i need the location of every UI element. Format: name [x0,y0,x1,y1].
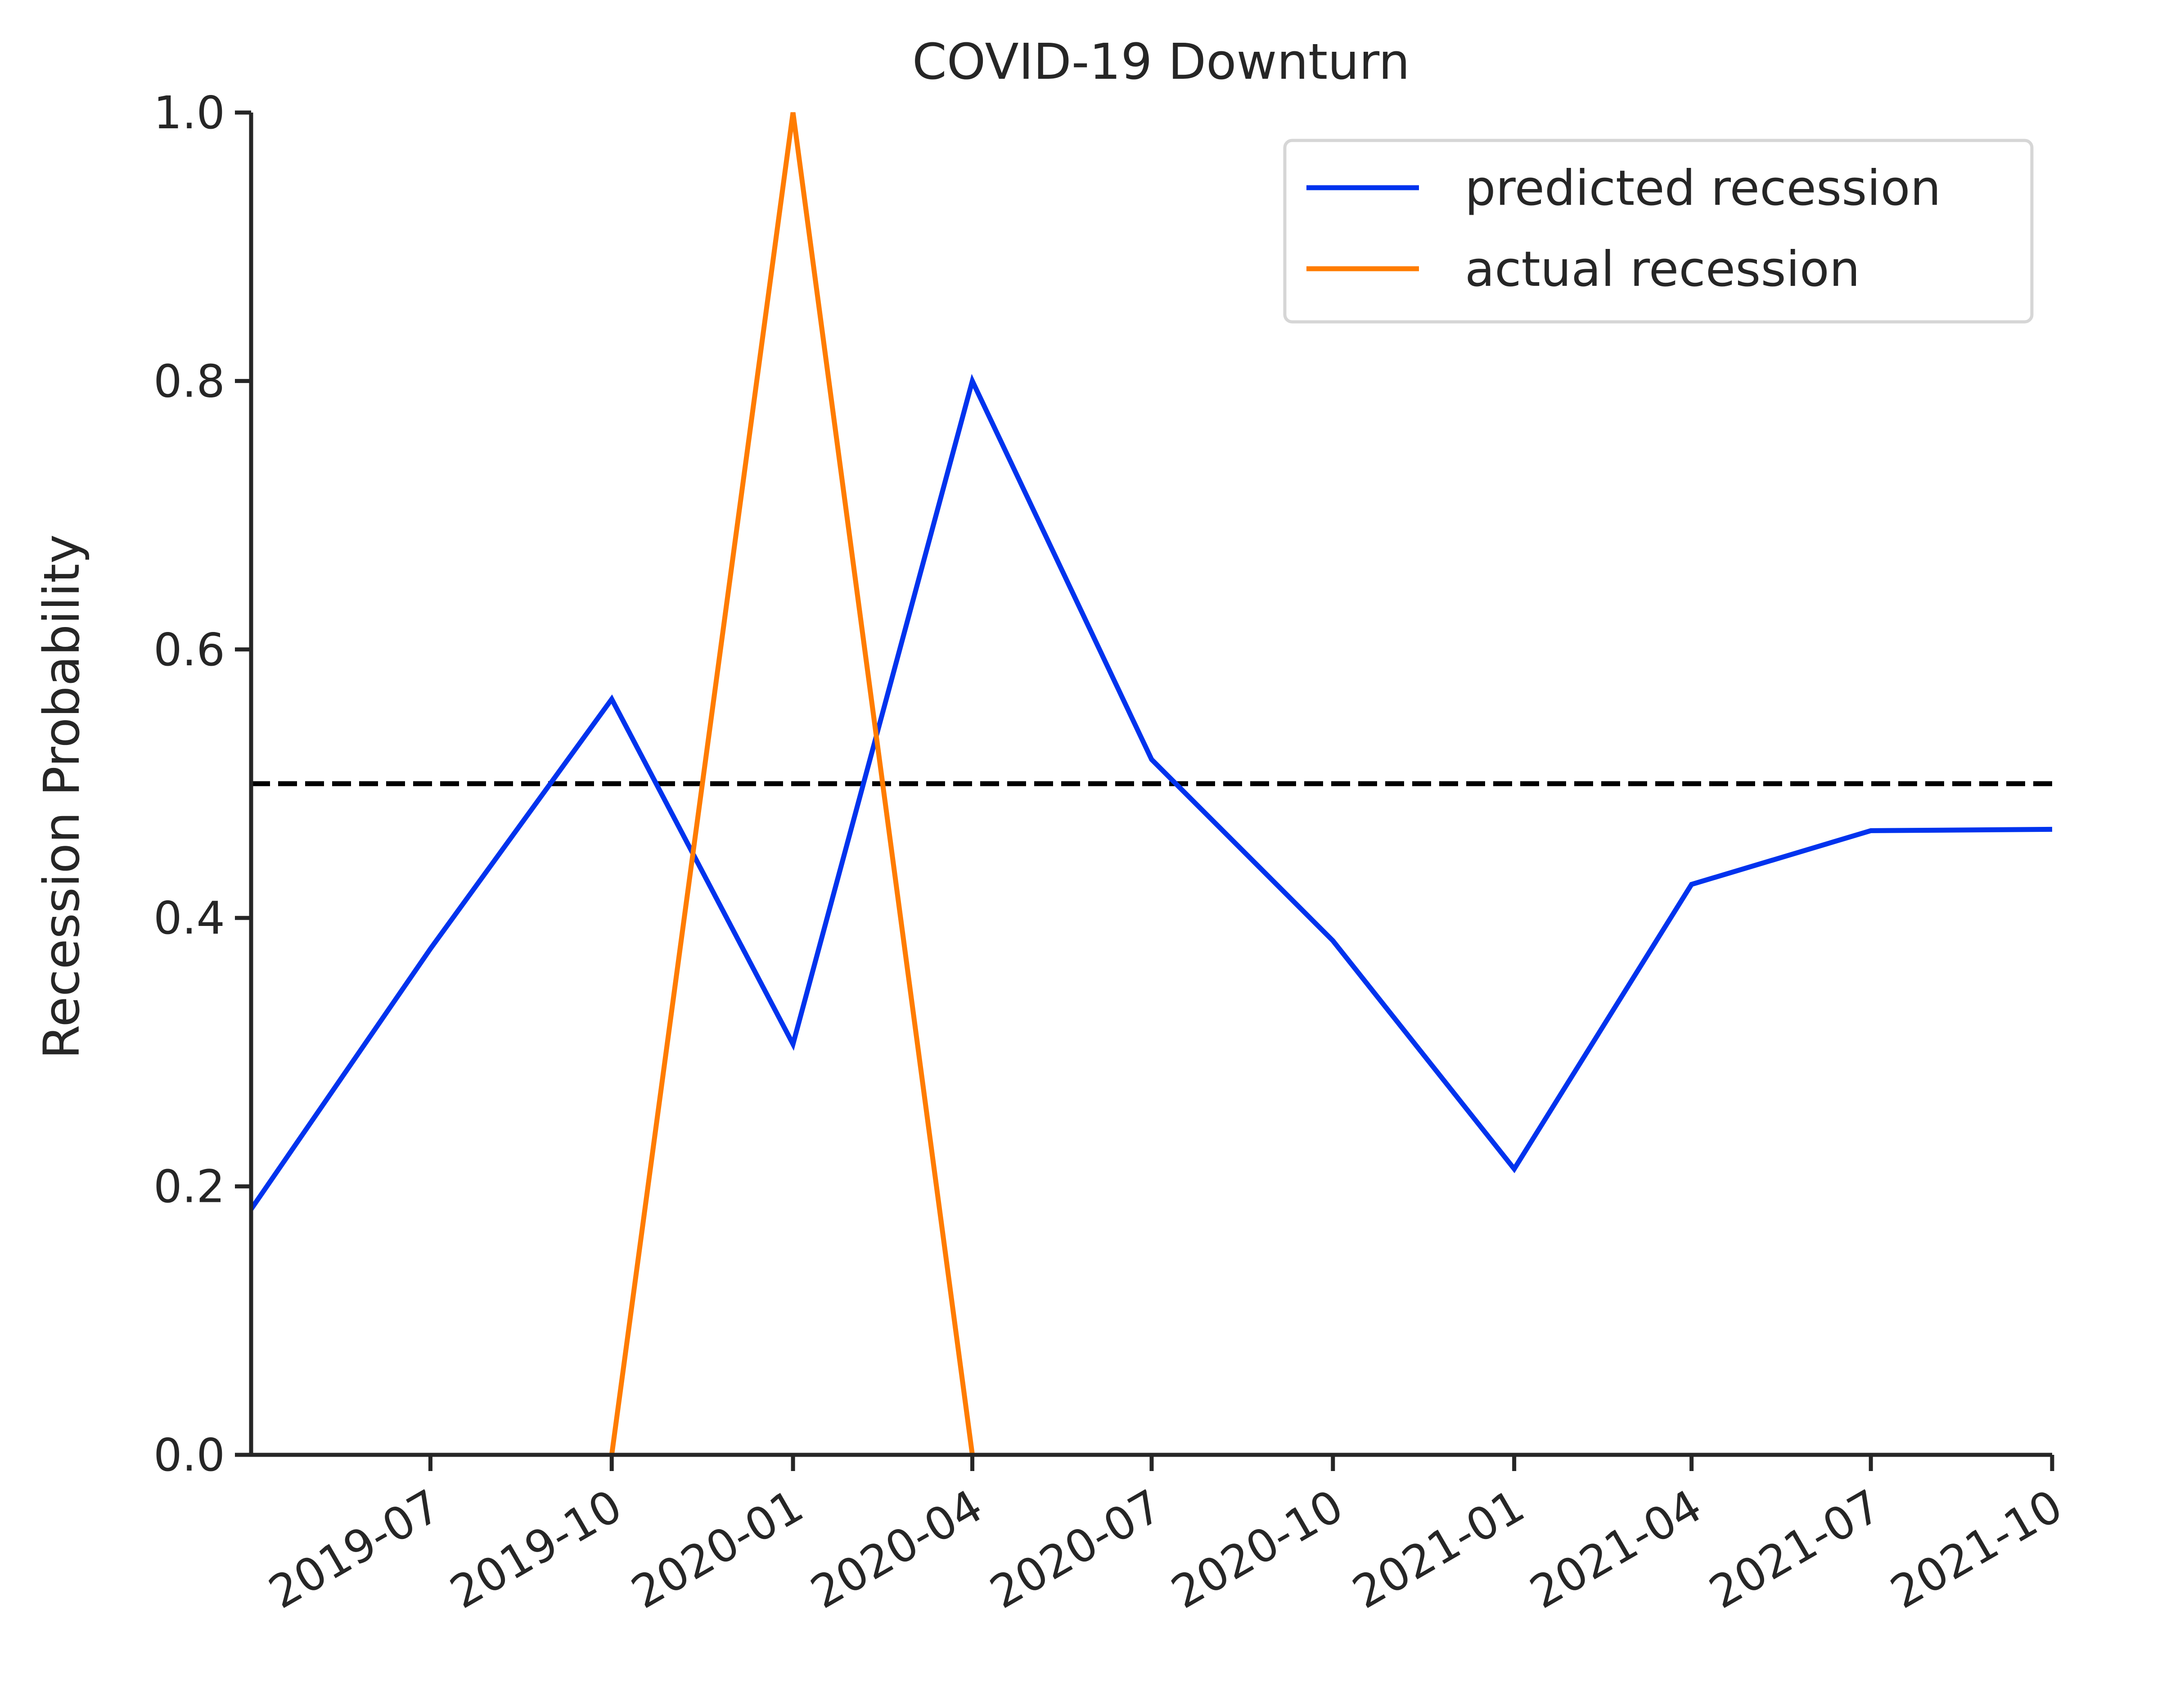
chart-title: COVID-19 Downturn [912,33,1410,90]
y-tick-label: 0.4 [153,892,225,944]
y-axis-title: Recession Probability [33,534,90,1059]
x-tick-label: 2020-07 [982,1479,1171,1619]
series-line-1 [249,374,2053,1211]
x-tick-label: 2019-10 [441,1479,630,1619]
x-tick-label: 2021-04 [1521,1479,1710,1619]
series-line-2 [609,112,975,1455]
legend-label-1: predicted recession [1465,160,1941,217]
legend-box [1283,139,2034,324]
x-tick-label: 2020-04 [802,1479,991,1619]
y-tick-label: 0.6 [153,623,225,676]
legend-label-2: actual recession [1465,241,1860,298]
x-tick-label: 2021-01 [1344,1479,1533,1619]
y-tick-label: 0.2 [153,1160,225,1213]
x-tick-label: 2021-07 [1701,1479,1890,1619]
x-tick-label: 2020-01 [623,1479,812,1619]
y-tick-label: 1.0 [153,86,225,139]
y-tick-label: 0.8 [153,355,225,407]
x-tick-label: 2019-07 [260,1479,449,1619]
y-tick-label: 0.0 [153,1429,225,1481]
x-tick-label: 2020-10 [1162,1479,1351,1619]
legend: predicted recession actual recession [1283,139,2034,324]
x-tick-label: 2021-10 [1882,1479,2071,1619]
